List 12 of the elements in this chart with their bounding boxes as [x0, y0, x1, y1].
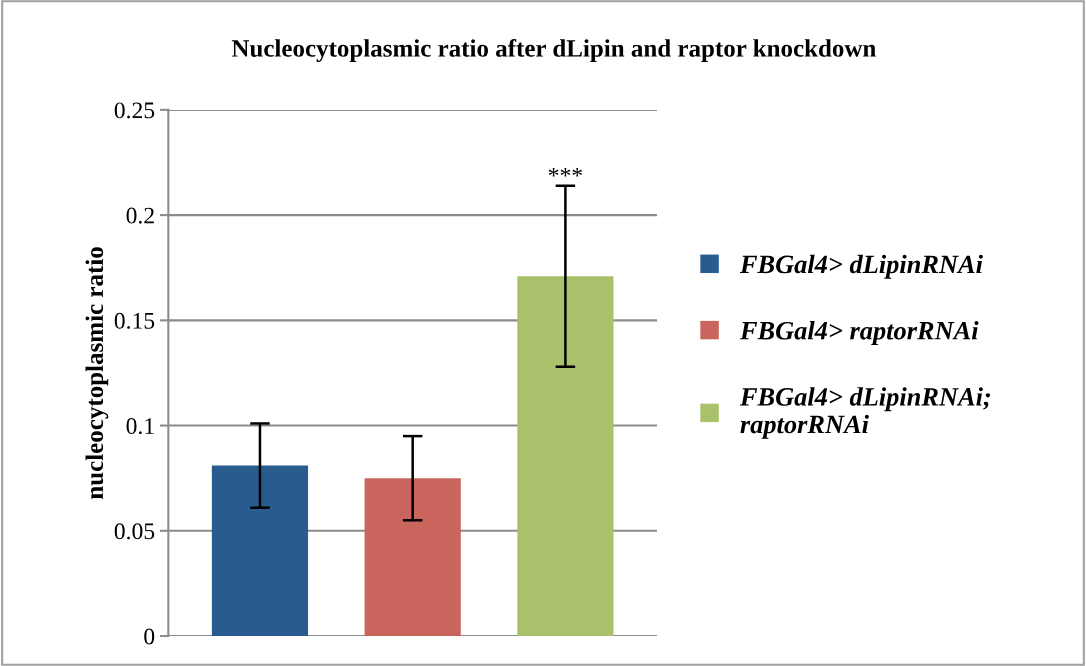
- y-tick-label: 0.25: [114, 102, 155, 119]
- y-tick-label: 0: [144, 628, 155, 645]
- legend-label: FBGal4> dLipinRNAi; raptorRNAi: [739, 387, 991, 439]
- y-tick-label: 0.05: [114, 523, 155, 540]
- y-tick-label: 0.1: [126, 418, 154, 435]
- y-tick-label: 0.2: [126, 207, 154, 224]
- legend-label: FBGal4> raptorRNAi: [739, 321, 979, 345]
- chart-title: Nucleocytoplasmic ratio after dLipin and raptor knockdown: [231, 39, 876, 62]
- y-tick-label: 0.15: [114, 312, 155, 329]
- annotation: ***: [548, 167, 582, 177]
- legend-label: FBGal4> dLipinRNAi: [739, 254, 983, 279]
- y-axis-title: nucleocytoplasmic ratio: [85, 247, 109, 499]
